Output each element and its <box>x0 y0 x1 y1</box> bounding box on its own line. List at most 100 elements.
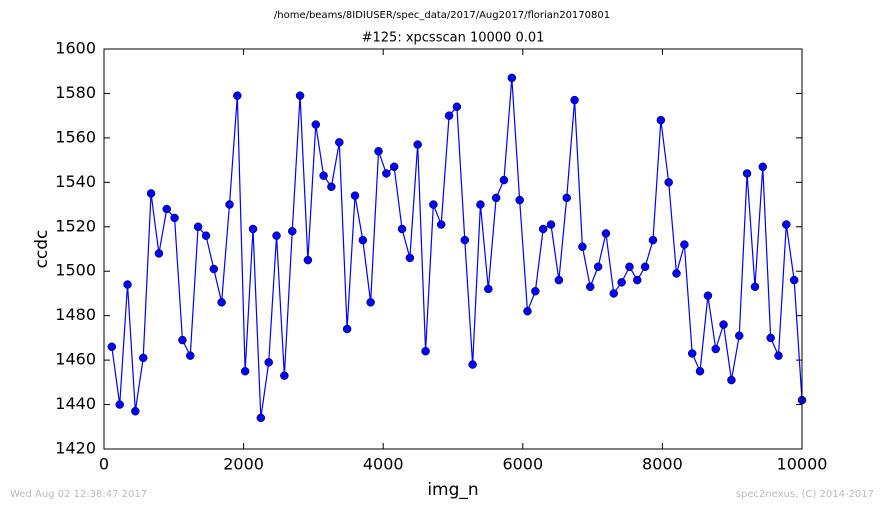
data-point <box>460 235 470 245</box>
data-point <box>389 162 399 172</box>
footer-right: spec2nexus, (C) 2014-2017 <box>736 489 874 500</box>
data-point <box>531 286 540 296</box>
x-tick-label: 4000 <box>363 455 404 474</box>
data-point <box>397 224 407 234</box>
data-point <box>742 169 752 178</box>
data-point <box>484 284 493 294</box>
x-tick-label: 10000 <box>777 455 828 474</box>
data-point <box>201 231 211 240</box>
data-point <box>476 200 485 209</box>
data-point <box>656 115 666 125</box>
footer-left: Wed Aug 02 12:38:47 2017 <box>10 489 147 500</box>
data-point <box>178 335 187 345</box>
data-point <box>703 291 713 300</box>
data-point <box>515 195 524 205</box>
data-point <box>248 224 258 234</box>
data-point <box>680 240 689 249</box>
y-tick-label: 1520 <box>55 216 96 235</box>
suptitle: /home/beams/8IDIUSER/spec_data/2017/Aug2… <box>274 10 610 21</box>
y-tick-label: 1580 <box>55 83 96 102</box>
x-tick-label: 2000 <box>223 455 264 474</box>
data-point <box>217 298 226 307</box>
chart-title: #125: xpcsscan 10000 0.01 <box>362 31 545 46</box>
data-point <box>774 351 783 360</box>
data-point <box>444 111 454 120</box>
data-point <box>468 360 477 369</box>
data-point <box>295 91 305 100</box>
data-point <box>193 222 203 232</box>
data-point <box>734 331 744 340</box>
data-point <box>617 278 626 287</box>
data-point <box>664 178 673 187</box>
data-point <box>766 333 775 343</box>
x-tick-label: 6000 <box>502 455 543 474</box>
data-point <box>131 406 140 416</box>
data-point <box>585 282 595 292</box>
data-point <box>272 231 281 240</box>
data-point <box>711 344 720 354</box>
y-axis-label: ccdc <box>32 230 52 269</box>
data-point <box>578 242 587 252</box>
data-point <box>374 146 383 156</box>
data-point <box>138 353 148 363</box>
x-tick-label: 0 <box>99 455 109 474</box>
data-point <box>750 282 760 292</box>
data-point <box>123 280 132 289</box>
data-point <box>115 400 124 409</box>
y-tick-label: 1480 <box>55 305 96 324</box>
y-tick-label: 1420 <box>55 439 96 458</box>
data-point <box>507 73 517 83</box>
data-point <box>687 349 697 358</box>
data-point <box>154 249 164 258</box>
data-point <box>256 413 266 423</box>
data-point <box>633 275 642 285</box>
plot-frame <box>103 48 803 450</box>
x-axis-label: img_n <box>427 480 478 500</box>
data-point <box>538 224 548 234</box>
data-point <box>288 226 297 236</box>
data-point <box>609 289 618 298</box>
data-point <box>186 351 195 360</box>
data-point <box>170 213 179 223</box>
y-tick-label: 1560 <box>55 127 96 146</box>
y-tick-label: 1500 <box>55 261 96 280</box>
data-point <box>405 253 415 263</box>
data-point <box>782 220 791 229</box>
data-point <box>358 235 368 245</box>
data-point <box>452 102 462 112</box>
data-point <box>421 346 430 356</box>
data-point <box>546 220 556 229</box>
data-point <box>601 229 611 238</box>
data-point <box>570 95 579 105</box>
data-point <box>499 175 509 185</box>
data-point <box>429 200 438 209</box>
data-point <box>162 204 172 214</box>
data-point <box>625 262 634 272</box>
data-point <box>672 269 681 278</box>
data-point <box>264 358 273 367</box>
data-point <box>342 324 352 334</box>
data-point <box>554 275 564 285</box>
data-point <box>523 306 532 316</box>
data-point <box>233 91 242 100</box>
y-tick-label: 1540 <box>55 172 96 191</box>
y-tick-label: 1600 <box>55 39 96 58</box>
data-point <box>107 342 117 352</box>
data-point <box>436 220 446 229</box>
data-point <box>382 169 391 178</box>
data-point <box>719 320 728 329</box>
data-point <box>335 138 344 147</box>
data-point <box>789 275 799 285</box>
data-point <box>648 235 658 245</box>
data-point <box>695 366 705 376</box>
y-tick-label: 1440 <box>55 394 96 413</box>
y-tick-label: 1460 <box>55 350 96 369</box>
data-point <box>319 171 328 180</box>
data-point <box>303 255 313 265</box>
data-point <box>593 262 603 272</box>
data-point <box>413 140 422 149</box>
x-tick-label: 8000 <box>642 455 683 474</box>
data-point <box>562 193 571 203</box>
